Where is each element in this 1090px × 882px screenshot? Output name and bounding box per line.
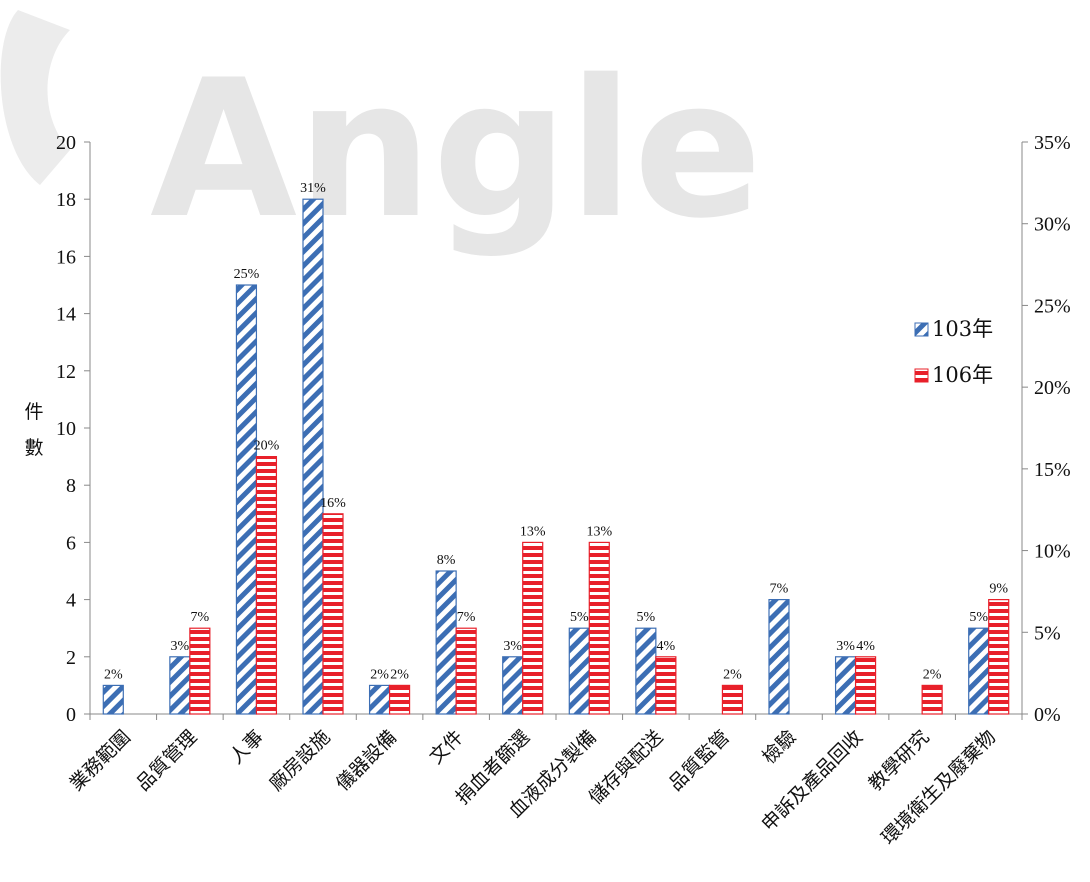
- bar: [988, 598, 1010, 715]
- y2-tick-label: 15%: [1034, 459, 1071, 481]
- bar: [568, 627, 590, 715]
- data-label: 3%: [171, 639, 190, 654]
- y-tick-label: 2: [66, 647, 76, 669]
- bar: [502, 656, 524, 715]
- y-tick-label: 14: [56, 304, 76, 326]
- data-label: 5%: [570, 610, 589, 625]
- data-label: 25%: [234, 267, 260, 282]
- bar: [834, 656, 857, 715]
- bars: [102, 198, 1010, 715]
- data-label: 7%: [770, 582, 789, 597]
- y2-tick-label: 30%: [1034, 214, 1071, 236]
- category-label: 人事: [226, 726, 268, 768]
- data-label: 2%: [923, 667, 942, 682]
- category-label: 檢驗: [758, 726, 800, 768]
- bar: [102, 684, 124, 715]
- y2-tick-label: 0%: [1034, 704, 1061, 726]
- data-label: 5%: [637, 610, 656, 625]
- legend-label: 106年: [932, 363, 993, 387]
- watermark-logo: Angle: [0, 10, 762, 260]
- bar: [388, 684, 411, 715]
- y-tick-label: 10: [56, 418, 76, 440]
- data-label: 31%: [300, 181, 326, 196]
- bar: [255, 456, 278, 715]
- bar: [368, 684, 391, 715]
- y2-tick-label: 20%: [1034, 377, 1071, 399]
- y2-tick-label: 35%: [1034, 132, 1071, 154]
- bar: [968, 627, 990, 715]
- data-labels: 2%3%7%25%20%31%16%2% 2%8%7%3%13%5%13%5%4%…: [104, 181, 1008, 682]
- bar: [455, 627, 477, 715]
- data-label: 4%: [856, 639, 875, 654]
- category-label: 業務範圍: [66, 726, 135, 795]
- bar: [235, 284, 258, 715]
- data-label: 3%: [836, 639, 855, 654]
- y-tick-label: 18: [56, 189, 76, 211]
- bar: [435, 570, 457, 715]
- bar: [522, 541, 544, 715]
- category-label: 品質監管: [665, 726, 734, 795]
- data-label: 2%: [104, 667, 123, 682]
- y-tick-label: 20: [56, 132, 76, 154]
- bar: [322, 513, 344, 715]
- data-label: 3%: [503, 639, 522, 654]
- y-tick-label: 4: [66, 590, 76, 612]
- data-label: 13%: [520, 524, 546, 539]
- bar: [921, 684, 943, 715]
- category-label: 文件: [425, 726, 467, 768]
- bar: [655, 656, 677, 715]
- data-label: 16%: [320, 496, 346, 511]
- bar: [169, 656, 191, 715]
- category-label: 教學研究: [864, 726, 933, 795]
- y2-tick-label: 25%: [1034, 295, 1071, 317]
- data-label: 9%: [989, 582, 1008, 597]
- y2-tick-label: 5%: [1034, 622, 1061, 644]
- data-label: 2%: [723, 667, 742, 682]
- category-label: 儀器設備: [332, 726, 401, 795]
- bar: [302, 198, 324, 715]
- legend-swatch: [914, 368, 929, 383]
- data-label: 13%: [586, 524, 612, 539]
- data-label: 8%: [437, 553, 456, 568]
- y-axis-title: 件 數: [24, 401, 43, 459]
- data-label: 2%: [370, 667, 389, 682]
- y-tick-label: 8: [66, 475, 76, 497]
- bar: [588, 541, 610, 715]
- data-label: 4%: [657, 639, 676, 654]
- bar: [854, 656, 877, 715]
- data-label: 20%: [254, 439, 280, 454]
- y-tick-label: 6: [66, 532, 76, 554]
- legend-swatch: [914, 322, 929, 337]
- y-tick-label: 0: [66, 704, 76, 726]
- category-label: 廠房設施: [265, 725, 335, 795]
- y2-tick-label: 10%: [1034, 541, 1071, 563]
- bar: [768, 598, 790, 715]
- bar: [635, 627, 657, 715]
- data-label: 5%: [969, 610, 988, 625]
- category-label: 環境衛生及廢棄物: [877, 726, 1000, 849]
- bar: [189, 627, 211, 715]
- y-tick-label: 12: [56, 361, 76, 383]
- legend: 103年 106年: [914, 317, 993, 387]
- y-axis-title-char-2: 數: [24, 437, 43, 459]
- category-label: 品質管理: [132, 726, 201, 795]
- watermark-text: Angle: [150, 39, 762, 260]
- data-label: 2%: [390, 667, 409, 682]
- data-label: 7%: [457, 610, 476, 625]
- data-label: 7%: [191, 610, 210, 625]
- bar: [721, 684, 744, 715]
- y-tick-label: 16: [56, 246, 76, 268]
- legend-label: 103年: [932, 317, 993, 341]
- y-axis-title-char-1: 件: [24, 401, 43, 423]
